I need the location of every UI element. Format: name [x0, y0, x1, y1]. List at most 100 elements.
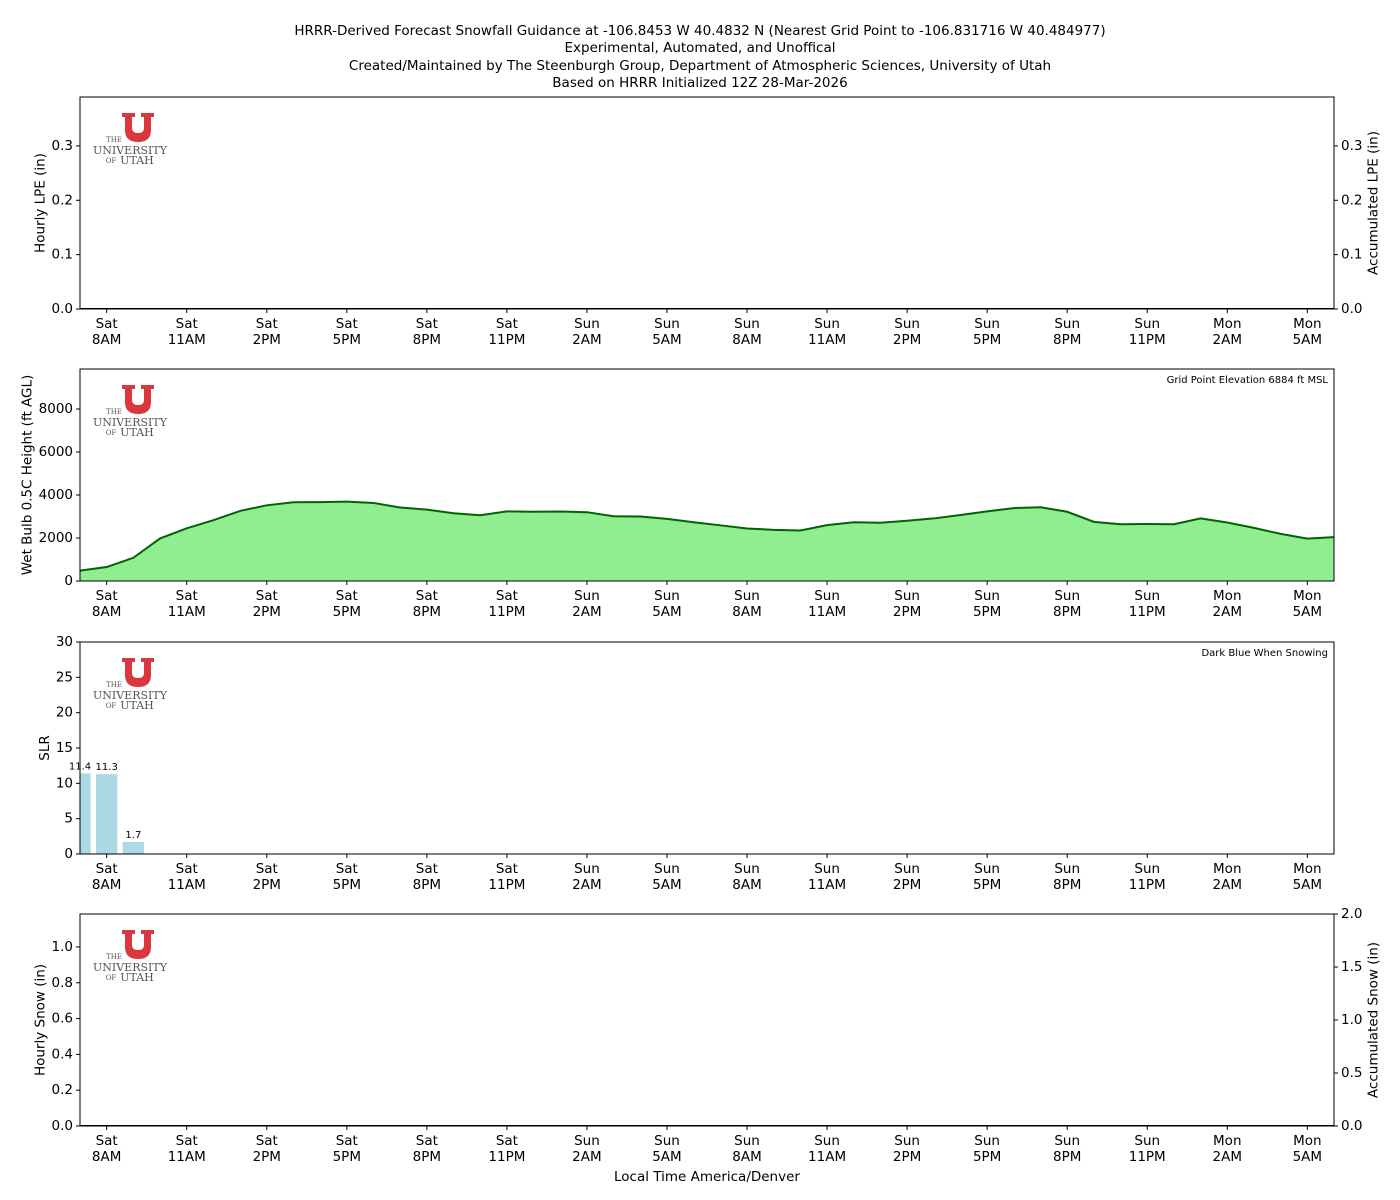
plot-area [80, 500, 1334, 581]
logo-text: OF [106, 974, 117, 982]
logo-text: UTAH [120, 699, 154, 712]
y2-tick-label: 0.1 [1341, 247, 1362, 263]
annotation: Dark Blue When Snowing [1201, 648, 1328, 659]
y2-tick-label: 0.3 [1341, 138, 1362, 154]
x-tick-label: Mon 5AM [1292, 861, 1323, 893]
x-tick-label: Mon 5AM [1292, 1133, 1323, 1165]
x-tick-label: Sun 8AM [732, 861, 762, 893]
x-tick-label: Sat 11PM [488, 1133, 526, 1165]
y-tick-label: 0.3 [52, 138, 73, 154]
line [80, 500, 1334, 572]
y-tick-label: 25 [56, 669, 73, 685]
y-tick-label: 0.4 [52, 1046, 73, 1062]
x-tick-label: Mon 2AM [1212, 861, 1242, 893]
y-tick-label: 10 [56, 775, 73, 791]
x-tick-label: Sun 5PM [972, 1133, 1002, 1165]
logo-mark [122, 113, 154, 142]
x-tick-label: Sat 11AM [167, 861, 206, 893]
y-tick-label: 6000 [39, 444, 73, 460]
x-tick-label: Sun 11PM [1128, 1133, 1166, 1165]
x-tick-label: Sun 5PM [972, 861, 1002, 893]
x-tick-label: Sun 5AM [652, 861, 682, 893]
x-tick-label: Sun 8PM [1052, 861, 1082, 893]
x-tick-label: Sat 11PM [488, 588, 526, 620]
data-label: 11.3 [96, 762, 118, 773]
y-tick-label: 0.0 [52, 301, 73, 317]
x-tick-label: Mon 2AM [1212, 588, 1242, 620]
logo-text: THE [106, 953, 122, 961]
title-line: Experimental, Automated, and Unoffical [564, 40, 835, 56]
y-tick-label: 1.0 [52, 939, 73, 955]
logo-text: UNIVERSITY [93, 961, 168, 974]
y2-axis-label: Accumulated LPE (in) [1365, 131, 1381, 275]
logo-text: UTAH [120, 971, 154, 984]
x-tick-label: Sat 8PM [412, 588, 442, 620]
logo-text: THE [106, 408, 122, 416]
y-tick-label: 2000 [39, 530, 73, 546]
y2-tick-label: 0.5 [1341, 1065, 1362, 1081]
y-tick-label: 0 [64, 846, 73, 862]
axes-frame [79, 913, 1335, 1127]
y-tick-label: 15 [56, 740, 73, 756]
logo-text: UTAH [120, 154, 154, 167]
x-tick-label: Mon 2AM [1212, 316, 1242, 348]
y-tick-label: 4000 [39, 487, 73, 503]
y-tick-label: 20 [56, 705, 73, 721]
x-tick-label: Sat 8AM [91, 316, 122, 348]
y-tick-label: 0.8 [52, 975, 73, 991]
area-fill [80, 501, 1334, 581]
y2-tick-label: 0.0 [1341, 1118, 1362, 1134]
x-tick-label: Sun 8PM [1052, 1133, 1082, 1165]
x-tick-label: Sat 8PM [412, 861, 442, 893]
logo-text: THE [106, 681, 122, 689]
x-tick-label: Sun 5PM [972, 588, 1002, 620]
x-tick-label: Sat 11AM [167, 316, 206, 348]
logo-text: OF [106, 429, 117, 437]
data-label: 1.7 [125, 830, 141, 841]
bar [80, 773, 91, 854]
x-tick-label: Sat 2PM [252, 316, 281, 348]
y2-tick-label: 0.2 [1341, 192, 1362, 208]
plot-area [80, 773, 145, 854]
x-tick-label: Sat 11AM [167, 588, 206, 620]
y-tick-label: 8000 [39, 401, 73, 417]
x-tick-label: Sat 2PM [252, 588, 281, 620]
title-line: Created/Maintained by The Steenburgh Gro… [349, 58, 1051, 74]
x-tick-label: Sun 8AM [732, 316, 762, 348]
y-axis-label: SLR [37, 735, 53, 760]
logo-mark [122, 385, 154, 414]
y2-tick-label: 1.0 [1341, 1012, 1362, 1028]
x-tick-label: Sun 2AM [572, 1133, 602, 1165]
x-tick-label: Sun 8PM [1052, 588, 1082, 620]
x-tick-label: Sat 5PM [332, 316, 361, 348]
x-tick-label: Sat 5PM [332, 1133, 361, 1165]
x-tick-label: Sun 8AM [732, 1133, 762, 1165]
y2-axis-label: Accumulated Snow (in) [1365, 942, 1381, 1098]
x-tick-label: Mon 5AM [1292, 316, 1323, 348]
logo-text: THE [106, 136, 122, 144]
axes-frame [79, 368, 1335, 582]
y-axis-label: Hourly Snow (in) [33, 964, 49, 1076]
x-tick-label: Sun 8AM [732, 588, 762, 620]
title-line: HRRR-Derived Forecast Snowfall Guidance … [294, 23, 1105, 39]
x-tick-label: Sat 8AM [91, 861, 122, 893]
x-tick-label: Sun 8PM [1052, 316, 1082, 348]
y-tick-label: 30 [56, 634, 73, 650]
y-tick-label: 0.1 [52, 247, 73, 263]
x-tick-label: Sat 11PM [488, 861, 526, 893]
axes-frame [79, 641, 1335, 855]
x-tick-label: Sat 8PM [412, 316, 442, 348]
bar [96, 774, 118, 854]
y2-tick-label: 2.0 [1341, 906, 1362, 922]
x-tick-label: Sun 11AM [808, 316, 847, 348]
y-tick-label: 0.6 [52, 1011, 73, 1027]
x-tick-label: Sun 11AM [808, 861, 847, 893]
y-tick-label: 0.2 [52, 1082, 73, 1098]
x-tick-label: Sun 5PM [972, 316, 1002, 348]
x-tick-label: Sat 11AM [167, 1133, 206, 1165]
